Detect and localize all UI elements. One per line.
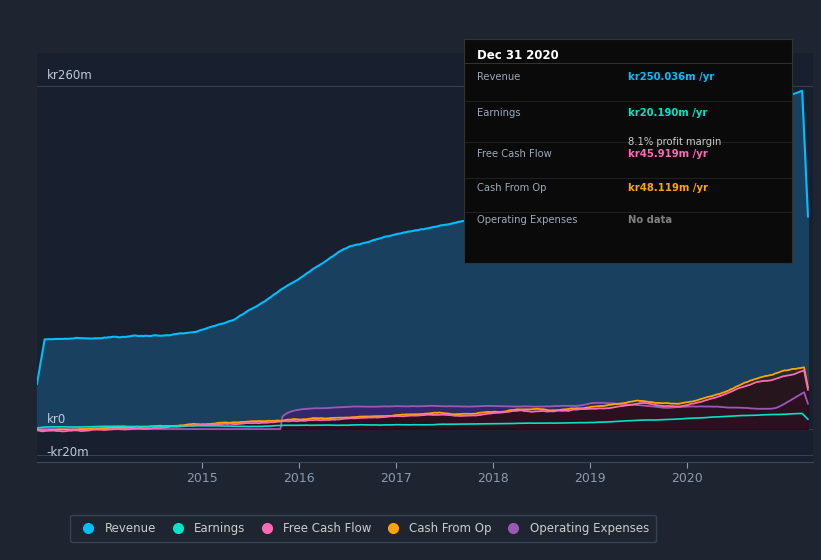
Text: Earnings: Earnings — [477, 108, 521, 118]
Text: 8.1% profit margin: 8.1% profit margin — [628, 137, 722, 147]
Text: Dec 31 2020: Dec 31 2020 — [477, 49, 559, 62]
Text: -kr20m: -kr20m — [47, 446, 89, 459]
Text: No data: No data — [628, 215, 672, 225]
Text: Revenue: Revenue — [477, 72, 521, 82]
Text: kr48.119m /yr: kr48.119m /yr — [628, 183, 708, 193]
Text: kr250.036m /yr: kr250.036m /yr — [628, 72, 714, 82]
Text: kr45.919m /yr: kr45.919m /yr — [628, 149, 708, 159]
Text: kr0: kr0 — [47, 413, 66, 426]
Legend: Revenue, Earnings, Free Cash Flow, Cash From Op, Operating Expenses: Revenue, Earnings, Free Cash Flow, Cash … — [70, 515, 656, 542]
Text: kr20.190m /yr: kr20.190m /yr — [628, 108, 708, 118]
Text: Free Cash Flow: Free Cash Flow — [477, 149, 552, 159]
Text: kr260m: kr260m — [47, 69, 93, 82]
Text: Operating Expenses: Operating Expenses — [477, 215, 577, 225]
Text: Cash From Op: Cash From Op — [477, 183, 547, 193]
